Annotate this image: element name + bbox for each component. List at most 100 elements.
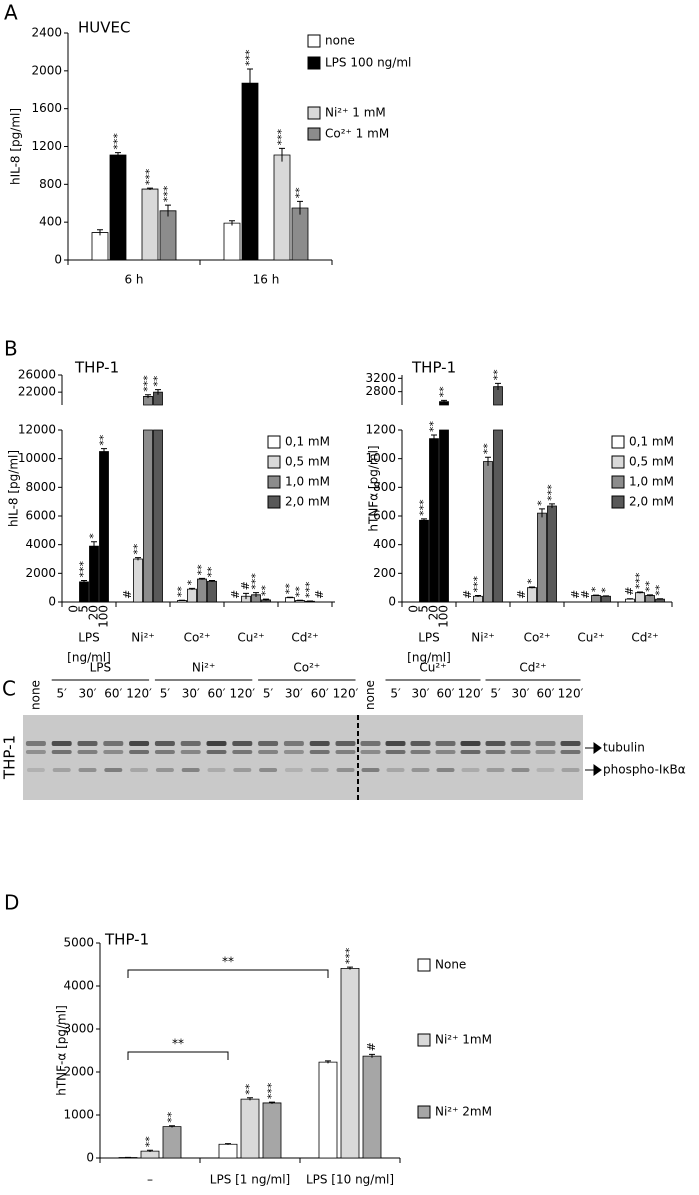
x-tick-label: Ni²⁺ [471,631,494,645]
group-label: Co²⁺ [293,661,320,675]
y-tick-label: 1600 [31,101,62,115]
error-bar [179,599,185,601]
bar [537,512,547,603]
legend-swatch [611,495,625,509]
dose-label: 20 [427,605,441,620]
error-bar [263,598,269,601]
band [25,741,46,746]
band [207,768,226,772]
dose-label: 5 [417,605,431,613]
arrow [585,742,602,754]
dose-label: 100 [437,605,451,628]
bar [291,207,309,261]
error-bar [627,598,633,600]
y-tick-label: 0 [48,595,56,609]
error-bar [147,1149,153,1152]
error-bar [593,594,599,596]
bar [285,597,295,603]
band [233,768,252,772]
time-label: 30′ [285,687,303,701]
y-tick-label: 2000 [31,63,62,77]
band [360,741,381,746]
band [560,741,581,746]
error-bar [657,598,663,600]
significance: # [239,581,252,590]
error-bar [297,599,303,601]
y-tick-label: 10000 [18,451,56,465]
chart-title: THP-1 [104,931,149,949]
band [258,750,279,754]
band [206,741,227,746]
significance: ** [143,1136,156,1148]
significance: # [461,590,474,599]
error-bar [307,600,313,602]
significance: ** [481,443,494,455]
dose-label: 20 [87,605,101,620]
error-bar [247,68,253,98]
band [51,750,72,754]
x-tick-label: LPS [1 ng/ml] [210,1173,290,1187]
significance: # [121,590,134,599]
significance: ** [151,375,164,387]
time-label: 30′ [182,687,200,701]
significance: # [579,590,592,599]
error-bar [441,399,447,403]
significance: * [525,578,538,584]
band [385,750,406,754]
bar [429,438,439,603]
error-bar [229,220,235,226]
error-bar [199,577,205,580]
significance: * [589,586,602,592]
arrow [585,764,602,776]
band [259,768,278,772]
x-tick-label: Co²⁺ [524,631,551,645]
band [310,768,329,772]
band [103,750,124,754]
error-bar [347,966,353,970]
bar [625,598,635,603]
error-bar [495,382,501,390]
significance: ** [643,580,656,592]
error-bar [253,592,259,597]
time-label: 30′ [79,687,97,701]
error-bar [147,187,153,191]
significance: *** [343,947,356,964]
band [486,768,505,772]
band [154,741,175,746]
time-label: 120′ [458,687,484,701]
band [410,741,431,746]
panel-letter: B [4,337,18,361]
band [129,750,150,754]
error-bar [369,1053,375,1058]
time-label: 60′ [437,687,455,701]
legend-label: 2,0 mM [629,495,674,509]
bar [295,600,305,603]
significance: * [185,579,198,585]
significance: # [569,590,582,599]
legend-swatch [611,455,625,469]
band [411,768,430,772]
legend-label: 0,1 mM [629,435,674,449]
error-bar [297,200,303,215]
significance: *** [243,49,256,66]
band [460,750,481,754]
band [510,741,531,746]
panel-letter: A [4,1,18,25]
band [461,768,480,772]
error-bar [529,586,535,589]
error-bar [475,595,481,597]
y-tick-label: 2400 [31,26,62,40]
error-bar [603,595,609,597]
error-bar [647,594,653,597]
band [154,750,175,754]
time-label: 30′ [412,687,430,701]
band [435,750,456,754]
significance: # [365,1042,378,1051]
y-tick-label: 1000 [63,1108,94,1122]
significance: # [623,586,636,595]
legend-label: none [325,34,355,48]
significance: ** [437,386,450,398]
band-label: phospho-IκBα [603,763,686,777]
bar [419,519,429,603]
bar [109,154,127,261]
